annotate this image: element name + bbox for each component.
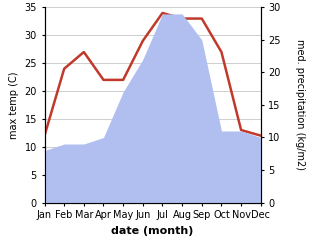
Y-axis label: med. precipitation (kg/m2): med. precipitation (kg/m2): [295, 40, 305, 170]
X-axis label: date (month): date (month): [111, 226, 194, 236]
Y-axis label: max temp (C): max temp (C): [9, 71, 19, 139]
